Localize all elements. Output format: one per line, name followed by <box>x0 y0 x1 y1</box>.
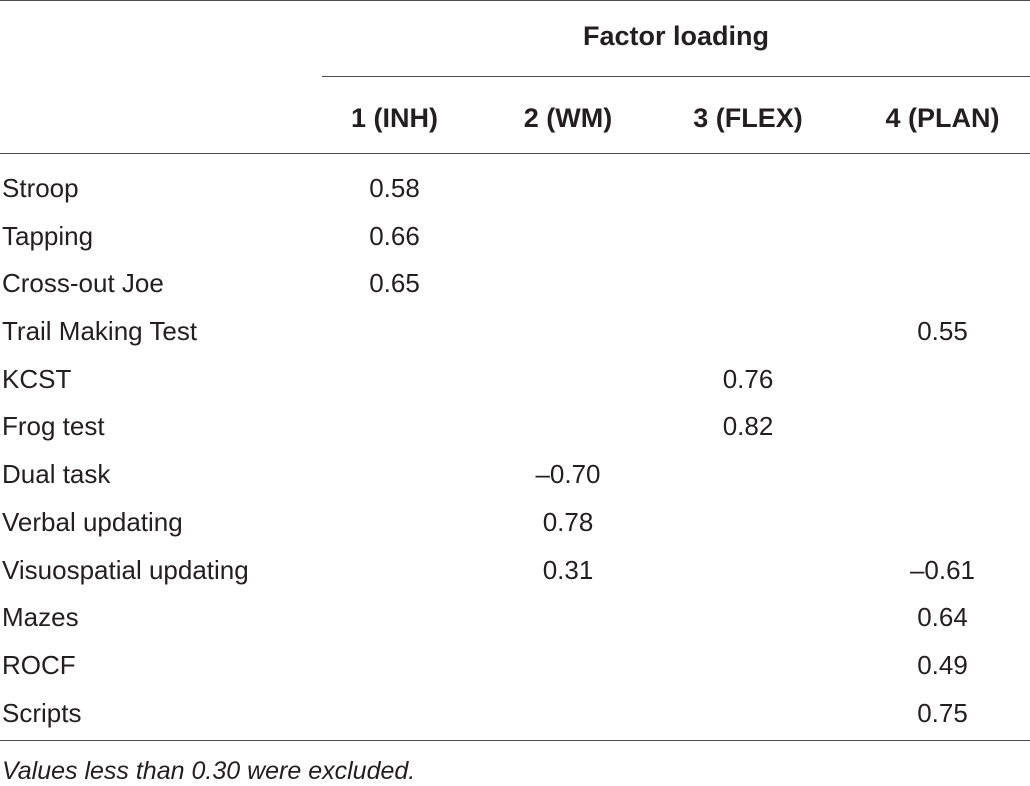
cell-wm <box>478 642 658 690</box>
row-label: Mazes <box>2 602 79 633</box>
cell-flex <box>658 594 838 642</box>
table-row: Verbal updating 0.78 <box>0 499 1030 547</box>
cell-wm <box>478 356 658 404</box>
table-footnote: Values less than 0.30 were excluded. <box>2 757 416 785</box>
row-label: Tapping <box>2 220 94 251</box>
cell-wm <box>478 308 658 356</box>
cell-inh <box>322 356 467 404</box>
cell-inh: 0.66 <box>369 220 420 251</box>
table-row: Cross-out Joe 0.65 <box>0 260 1030 308</box>
cell-plan: 0.55 <box>917 316 968 347</box>
table-row: Scripts 0.75 <box>0 690 1030 738</box>
table-row: Frog test 0.82 <box>0 403 1030 451</box>
table-row: ROCF 0.49 <box>0 642 1030 690</box>
table-row: Visuospatial updating 0.31 –0.61 <box>0 547 1030 595</box>
cell-plan: 0.75 <box>917 697 968 728</box>
cell-wm <box>478 260 658 308</box>
cell-wm <box>478 165 658 213</box>
row-label: ROCF <box>2 649 76 680</box>
cell-flex <box>658 308 838 356</box>
cell-plan: –0.61 <box>909 554 976 585</box>
row-label: Verbal updating <box>2 506 183 537</box>
column-header-wm: 2 (WM) <box>523 103 613 133</box>
cell-inh: 0.58 <box>369 173 420 203</box>
row-label: Visuospatial updating <box>2 554 249 585</box>
cell-flex: 0.76 <box>722 363 774 394</box>
cell-plan <box>855 403 1030 451</box>
top-rule <box>0 0 1030 1</box>
table-row: KCST 0.76 <box>0 356 1030 404</box>
cell-flex <box>658 499 838 547</box>
cell-plan <box>855 499 1030 547</box>
cell-plan: 0.64 <box>917 602 968 633</box>
cell-inh <box>322 308 467 356</box>
cell-flex <box>658 451 838 499</box>
cell-inh <box>322 594 467 642</box>
cell-inh <box>322 547 467 595</box>
cell-plan <box>855 165 1030 213</box>
column-header-flex: 3 (FLEX) <box>693 103 803 133</box>
table-row: Tapping 0.66 <box>0 213 1030 261</box>
cell-plan: 0.49 <box>917 649 968 680</box>
cell-inh <box>322 642 467 690</box>
table-row: Stroop 0.58 <box>0 165 1030 213</box>
row-label: Scripts <box>2 697 82 728</box>
cell-plan <box>855 356 1030 404</box>
table-row: Dual task –0.70 <box>0 451 1030 499</box>
cell-plan <box>855 213 1030 261</box>
group-header-rule <box>322 76 1030 77</box>
cell-inh <box>322 499 467 547</box>
row-label: Stroop <box>2 173 79 203</box>
cell-inh <box>322 451 467 499</box>
row-label: Dual task <box>2 459 111 490</box>
cell-flex <box>658 547 838 595</box>
row-label: KCST <box>2 363 72 394</box>
cell-wm: 0.31 <box>542 554 594 585</box>
header-rule <box>0 153 1030 154</box>
cell-wm <box>478 594 658 642</box>
group-header: Factor loading <box>582 21 769 51</box>
row-label: Frog test <box>2 411 105 442</box>
table-row: Trail Making Test 0.55 <box>0 308 1030 356</box>
cell-inh: 0.65 <box>369 268 420 299</box>
cell-inh <box>322 403 467 451</box>
column-header-plan: 4 (PLAN) <box>885 103 1000 133</box>
cell-inh <box>322 690 467 738</box>
cell-flex <box>658 213 838 261</box>
cell-plan <box>855 260 1030 308</box>
cell-wm <box>478 690 658 738</box>
cell-wm <box>478 403 658 451</box>
cell-flex <box>658 260 838 308</box>
column-header-inh: 1 (INH) <box>351 103 438 133</box>
table-body: Stroop 0.58 Tapping 0.66 Cross-out Joe 0… <box>0 165 1030 737</box>
table-row: Mazes 0.64 <box>0 594 1030 642</box>
cell-flex <box>658 165 838 213</box>
bottom-rule <box>0 740 1030 741</box>
cell-flex <box>658 690 838 738</box>
cell-wm: 0.78 <box>542 506 594 537</box>
row-label: Cross-out Joe <box>2 268 164 299</box>
cell-plan <box>855 451 1030 499</box>
cell-wm <box>478 213 658 261</box>
cell-flex <box>658 642 838 690</box>
row-label: Trail Making Test <box>2 316 198 347</box>
cell-wm: –0.70 <box>535 459 601 490</box>
cell-flex: 0.82 <box>722 411 774 442</box>
